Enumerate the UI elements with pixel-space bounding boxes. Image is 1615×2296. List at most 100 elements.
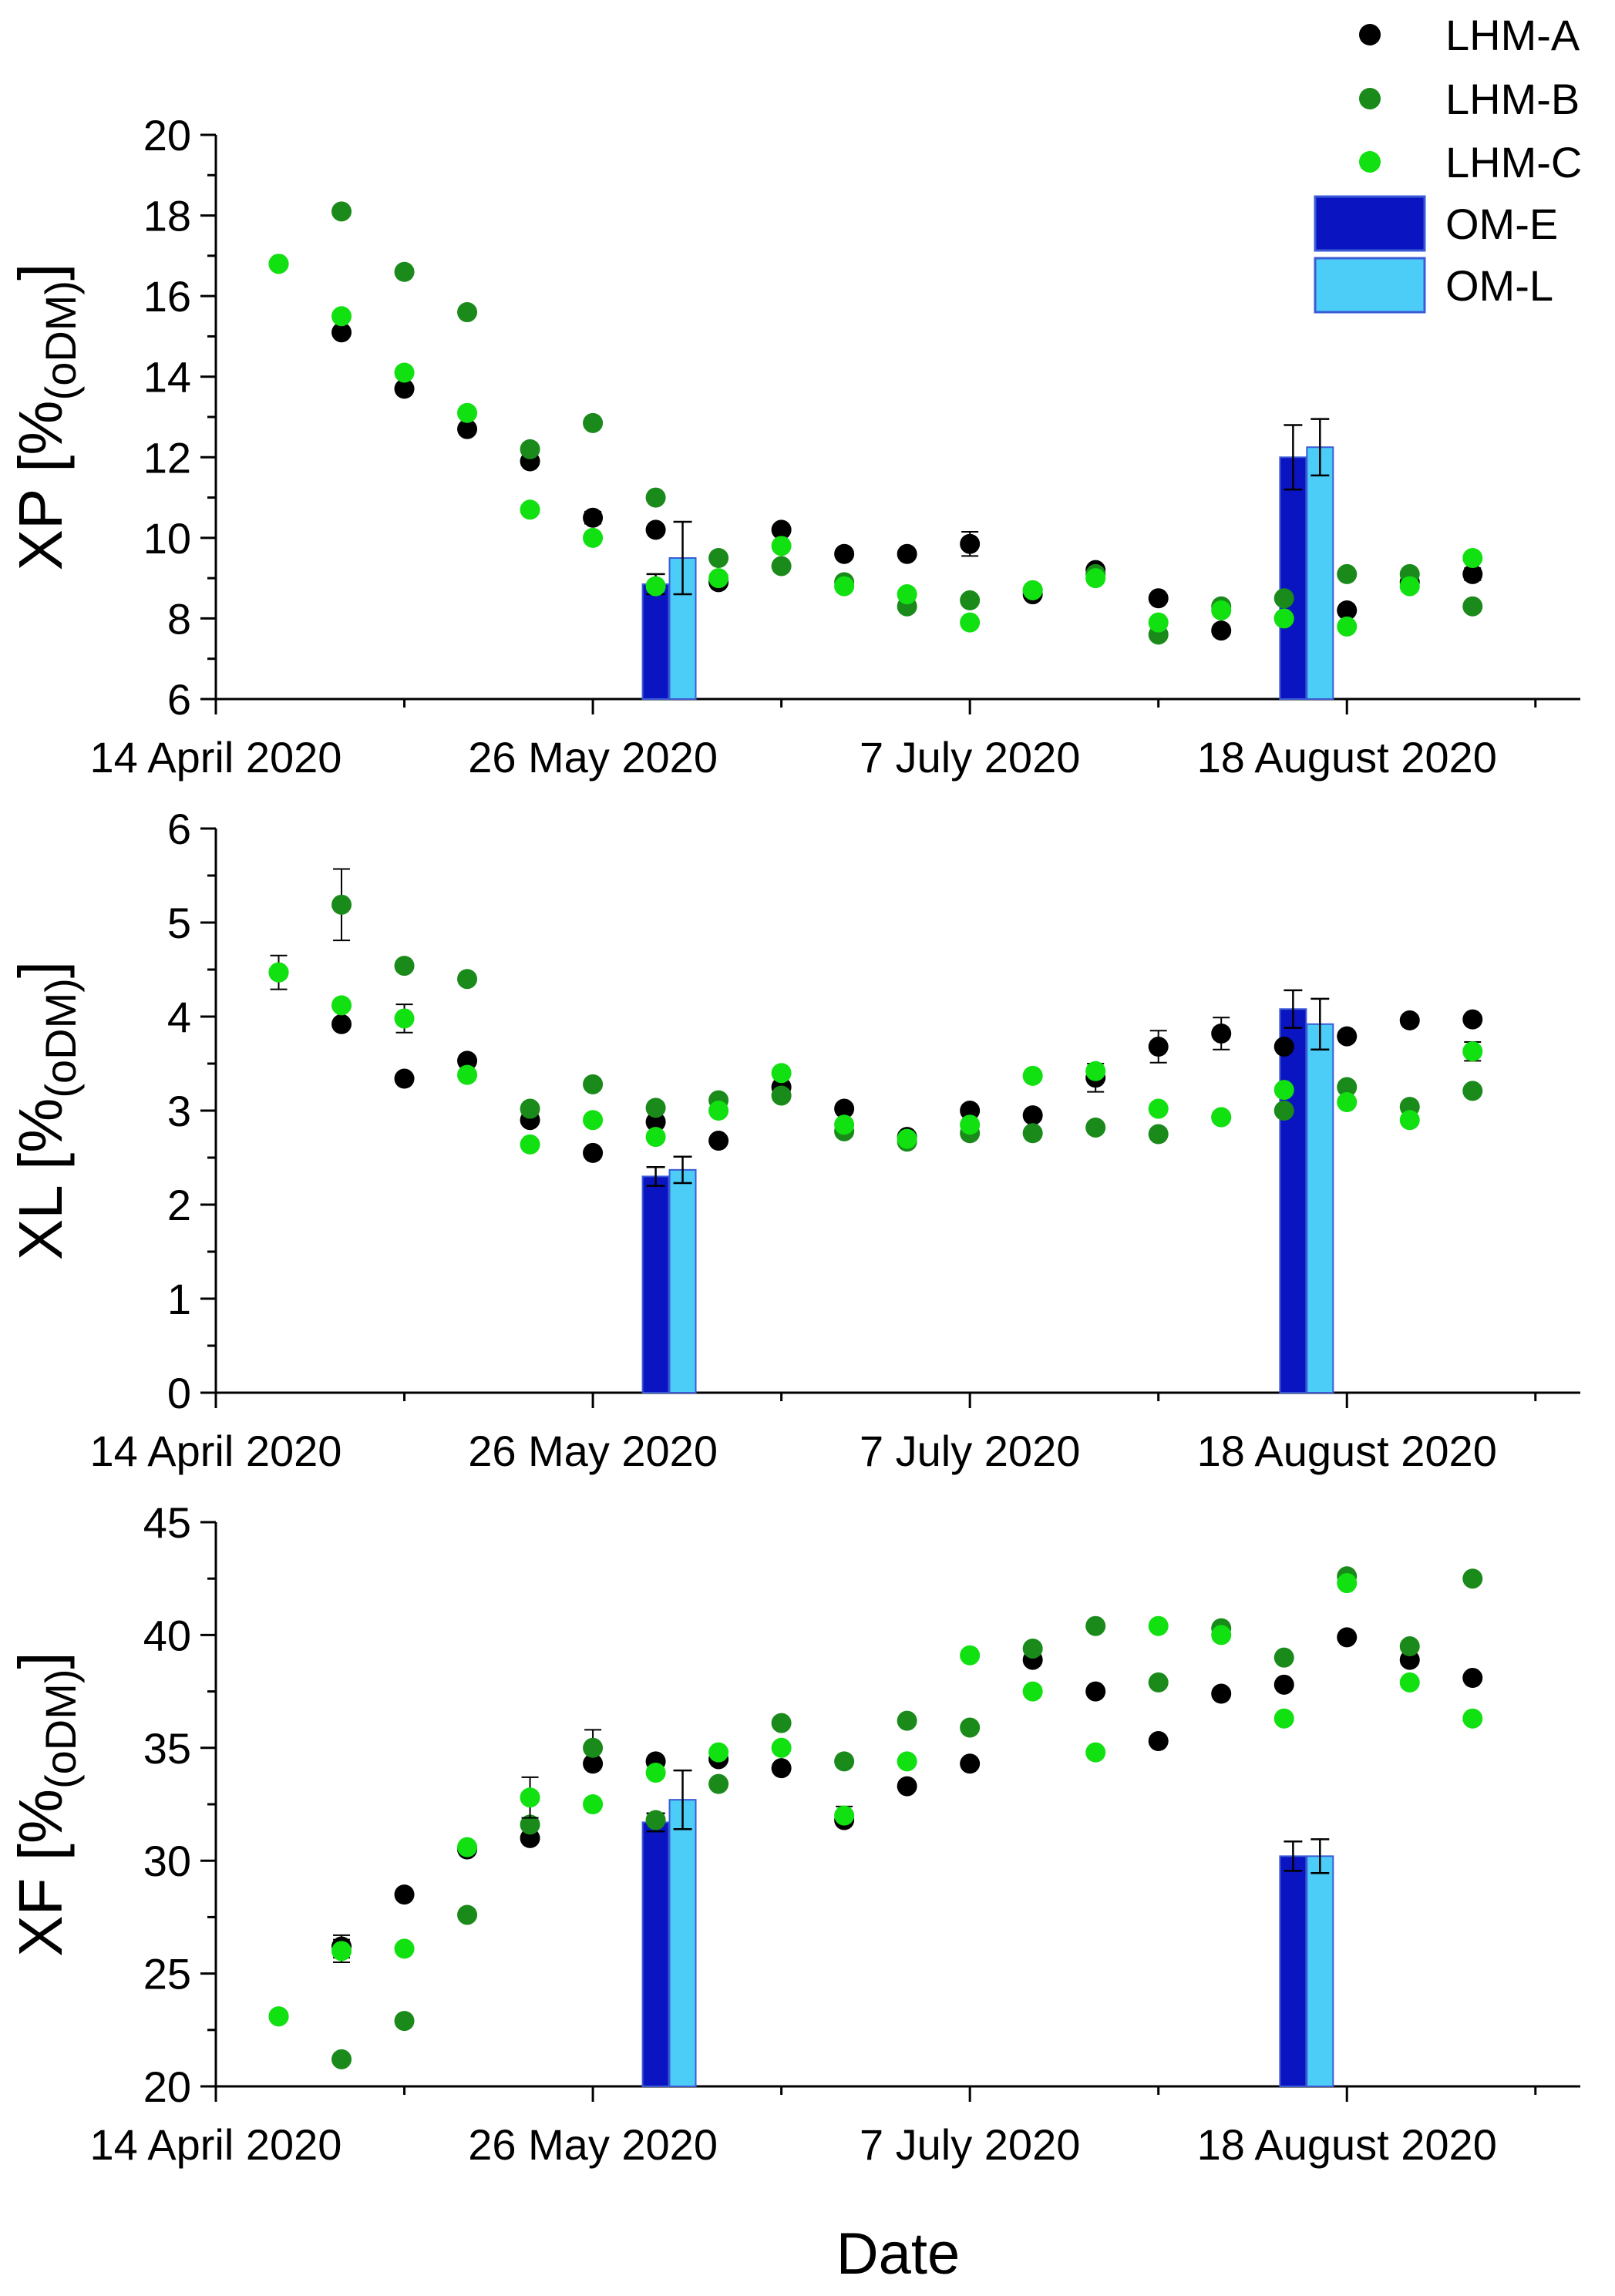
- bar-om-e: [641, 583, 670, 700]
- point-lhm-c: [457, 402, 478, 423]
- y-tick-label: 20: [143, 2062, 191, 2111]
- y-axis-label: XF [%(oDM)]: [6, 1652, 85, 1957]
- point-lhm-a: [457, 1051, 478, 1071]
- y-tick-label: 14: [143, 353, 191, 402]
- point-lhm-b: [645, 1098, 666, 1118]
- point-lhm-b: [583, 1074, 604, 1094]
- point-lhm-b: [1399, 1636, 1420, 1657]
- point-lhm-a: [960, 1101, 981, 1121]
- point-lhm-b: [1337, 563, 1358, 584]
- point-lhm-b: [771, 1713, 792, 1733]
- point-lhm-b: [331, 201, 352, 222]
- point-lhm-c: [1085, 1742, 1106, 1763]
- legend-item-lhm-b: LHM-B: [1359, 75, 1580, 123]
- point-lhm-a: [1211, 620, 1232, 641]
- y-tick-label: 25: [143, 1950, 191, 1998]
- point-lhm-c: [268, 2006, 289, 2027]
- y-tick-label: 0: [167, 1369, 191, 1417]
- bar-om-l: [668, 1799, 697, 2088]
- y-tick-label: 45: [143, 1498, 191, 1547]
- point-lhm-c: [1273, 1080, 1294, 1101]
- bar-om-e: [641, 1821, 670, 2088]
- point-lhm-c: [960, 612, 981, 633]
- panel-xl: 0 1 2 3 4 5 6 14 April 2020 26 May 2020 7 July 20…: [6, 805, 1580, 1475]
- point-lhm-c: [1022, 580, 1043, 600]
- point-lhm-b: [771, 556, 792, 577]
- point-lhm-c: [960, 1645, 981, 1666]
- bar-om-l: [1306, 1855, 1334, 2087]
- y-tick-label: 6: [167, 805, 191, 853]
- point-lhm-a: [708, 1131, 729, 1151]
- x-tick-label: 7 July 2020: [860, 1427, 1080, 1475]
- point-lhm-b: [1337, 1077, 1358, 1098]
- point-lhm-c: [520, 1134, 540, 1155]
- y-tick-label: 4: [167, 993, 191, 1041]
- point-lhm-c: [1399, 1672, 1420, 1693]
- point-lhm-a: [771, 1758, 792, 1779]
- x-tick-label: 26 May 2020: [468, 2120, 718, 2169]
- x-tick-label: 14 April 2020: [90, 733, 342, 782]
- x-tick-label: 18 August 2020: [1197, 2120, 1497, 2169]
- legend-label: LHM-C: [1445, 138, 1582, 187]
- legend-bar-swatch: [1314, 257, 1426, 314]
- point-lhm-b: [834, 1751, 855, 1772]
- point-lhm-b: [1462, 1568, 1483, 1589]
- point-lhm-a: [1273, 1037, 1294, 1057]
- point-lhm-a: [960, 1753, 981, 1774]
- point-lhm-c: [708, 1101, 729, 1121]
- point-lhm-a: [897, 1776, 917, 1797]
- point-lhm-c: [645, 1763, 666, 1783]
- bar-om-l: [1306, 1023, 1334, 1393]
- legend-label: OM-E: [1445, 200, 1558, 248]
- point-lhm-c: [457, 1837, 478, 1857]
- point-lhm-b: [394, 2011, 415, 2032]
- legend-marker: [1359, 151, 1381, 173]
- point-lhm-a: [394, 378, 415, 399]
- y-tick-label: 30: [143, 1837, 191, 1885]
- point-lhm-c: [394, 362, 415, 383]
- y-tick-label: 5: [167, 899, 191, 947]
- point-lhm-c: [394, 1008, 415, 1029]
- point-lhm-b: [1273, 1647, 1294, 1668]
- x-tick-label: 7 July 2020: [860, 2120, 1080, 2169]
- point-lhm-c: [1211, 1625, 1232, 1646]
- x-tick-label: 14 April 2020: [90, 2120, 342, 2169]
- point-lhm-c: [1462, 1041, 1483, 1062]
- point-lhm-b: [520, 1098, 540, 1119]
- point-lhm-b: [771, 1085, 792, 1106]
- point-lhm-b: [1085, 1615, 1106, 1636]
- y-tick-label: 16: [143, 272, 191, 321]
- point-lhm-b: [457, 1904, 478, 1925]
- point-lhm-c: [1148, 1098, 1169, 1119]
- point-lhm-b: [708, 548, 729, 568]
- point-lhm-b: [1273, 1101, 1294, 1121]
- point-lhm-c: [834, 576, 855, 597]
- point-lhm-a: [331, 322, 352, 343]
- bar-om-e: [641, 1175, 670, 1394]
- point-lhm-c: [1022, 1065, 1043, 1086]
- point-lhm-c: [1462, 548, 1483, 568]
- x-tick-label: 26 May 2020: [468, 733, 718, 782]
- point-lhm-b: [1022, 1123, 1043, 1144]
- point-lhm-b: [1462, 1081, 1483, 1101]
- legend-label: LHM-B: [1445, 75, 1580, 123]
- point-lhm-c: [897, 1128, 917, 1149]
- bar-om-e: [1279, 1855, 1307, 2087]
- point-lhm-a: [897, 543, 917, 564]
- y-tick-label: 18: [143, 192, 191, 240]
- legend: LHM-A LHM-B LHM-C OM-E OM-L: [1314, 11, 1582, 314]
- point-lhm-a: [394, 1884, 415, 1905]
- point-lhm-c: [331, 306, 352, 327]
- point-lhm-b: [708, 1773, 729, 1794]
- point-lhm-c: [1337, 1573, 1358, 1594]
- point-lhm-c: [834, 1114, 855, 1135]
- point-lhm-c: [457, 1064, 478, 1085]
- point-lhm-a: [1462, 1668, 1483, 1689]
- point-lhm-c: [1085, 568, 1106, 589]
- point-lhm-c: [834, 1805, 855, 1826]
- point-lhm-a: [1337, 1627, 1358, 1648]
- bar-om-e: [1279, 1008, 1307, 1393]
- y-tick-label: 2: [167, 1181, 191, 1229]
- bar-om-l: [668, 1168, 697, 1393]
